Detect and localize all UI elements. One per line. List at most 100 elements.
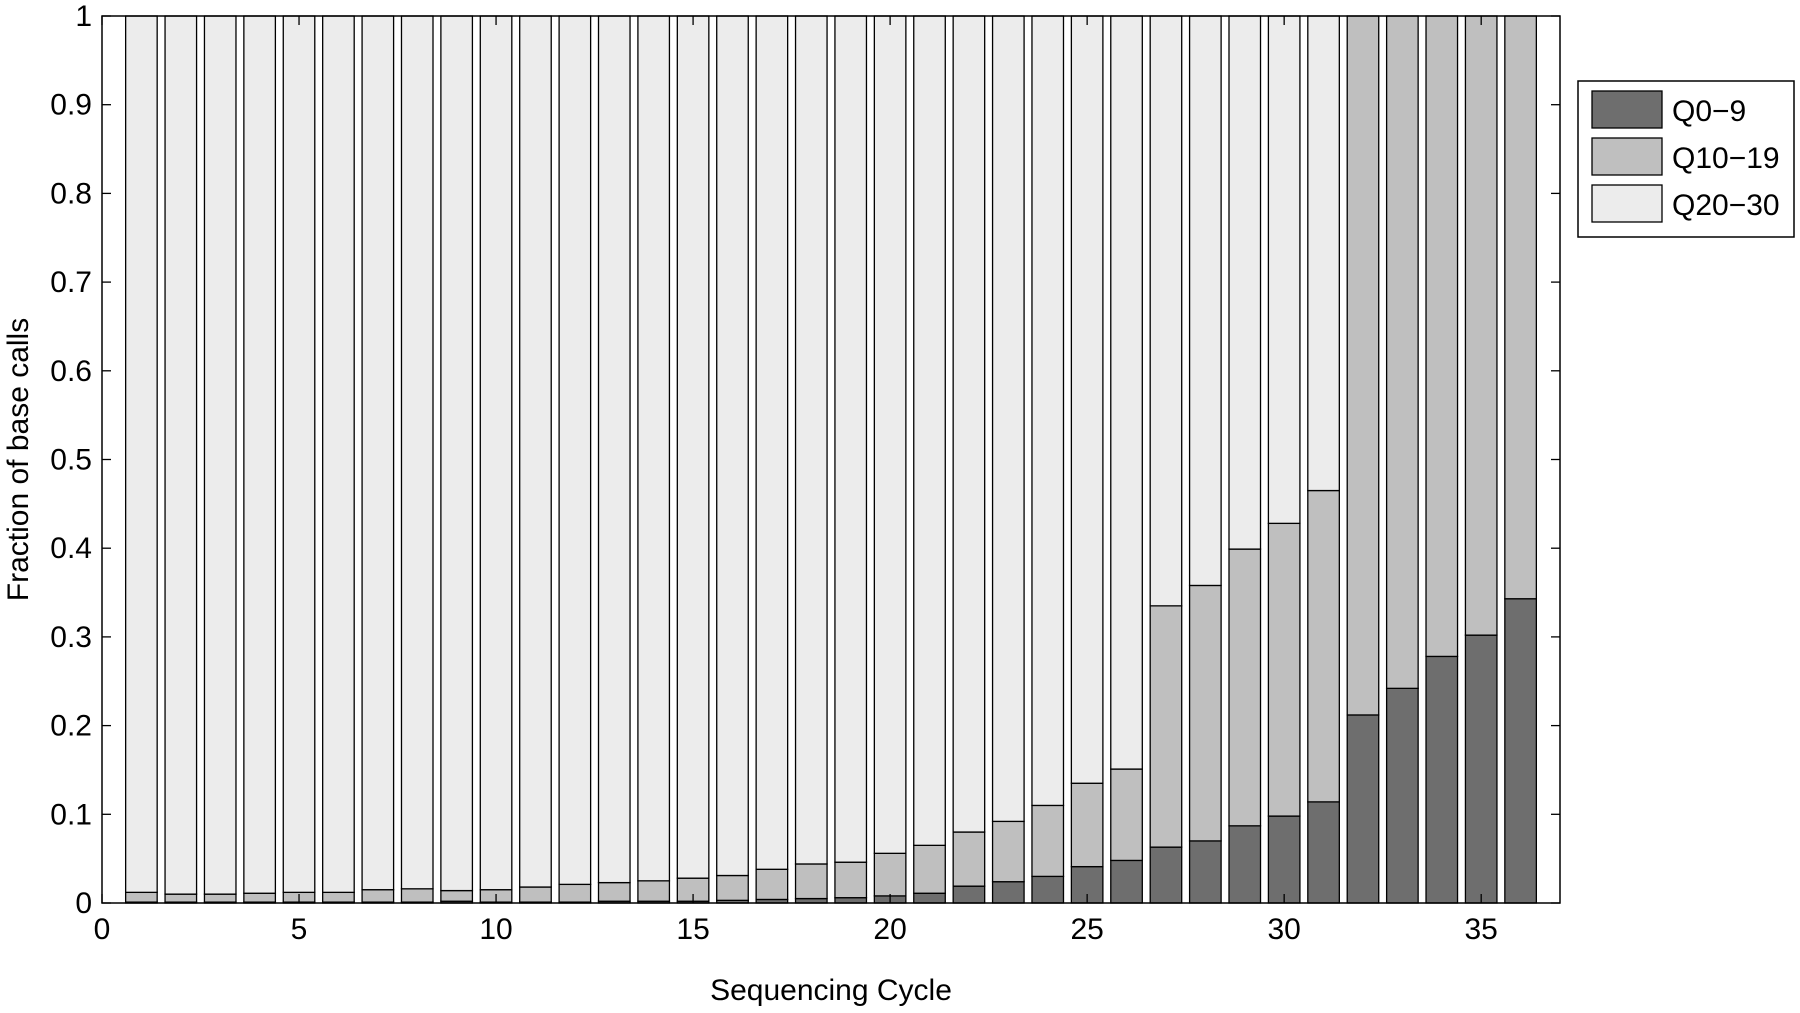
bar-segment-cycle-34-series-0 — [1425, 655, 1459, 904]
bar-segment-cycle-26-series-1 — [1110, 768, 1143, 862]
bar-segment-cycle-2-series-1 — [164, 893, 198, 903]
bar-segment-cycle-28-series-2 — [1188, 15, 1222, 587]
bar-segment-cycle-16-series-2 — [716, 15, 749, 877]
bar-segment-cycle-27-series-1 — [1149, 605, 1183, 848]
bar-segment-cycle-19-series-2 — [834, 15, 868, 863]
legend: Q0−9 Q10−19 Q20−30 — [1577, 80, 1795, 238]
bar-segment-cycle-22-series-1 — [952, 831, 986, 887]
legend-label: Q10−19 — [1672, 142, 1780, 175]
bar-segment-cycle-7-series-1 — [361, 889, 395, 903]
bar-segment-cycle-10-series-2 — [479, 15, 513, 891]
bar-segment-cycle-13-series-1 — [597, 881, 631, 902]
bar-segment-cycle-25-series-1 — [1070, 782, 1104, 868]
y-tick-label: 0 — [75, 887, 92, 920]
bar-segment-cycle-25-series-2 — [1070, 15, 1104, 784]
x-tick-label: 15 — [676, 913, 709, 946]
bar-segment-cycle-24-series-2 — [1031, 15, 1065, 807]
bar-segment-cycle-15-series-2 — [676, 15, 710, 879]
bar-segment-cycle-9-series-2 — [440, 15, 474, 892]
bar-segment-cycle-21-series-1 — [913, 844, 946, 894]
plot-background — [102, 16, 1560, 903]
y-tick-label: 0.7 — [50, 266, 92, 299]
bar-segment-cycle-12-series-1 — [558, 883, 592, 903]
legend-swatch — [1591, 184, 1663, 223]
x-tick-label: 10 — [479, 913, 512, 946]
bar-segment-cycle-28-series-0 — [1188, 840, 1222, 904]
x-tick-label: 35 — [1465, 913, 1498, 946]
bar-segment-cycle-14-series-1 — [637, 880, 671, 902]
x-tick-label: 20 — [873, 913, 906, 946]
bar-segment-cycle-19-series-0 — [834, 897, 868, 904]
bar-segment-cycle-29-series-1 — [1228, 548, 1262, 827]
bar-segment-cycle-26-series-0 — [1110, 859, 1143, 904]
bar-segment-cycle-33-series-0 — [1385, 687, 1419, 904]
bar-segment-cycle-30-series-1 — [1267, 522, 1301, 817]
legend-swatch — [1591, 90, 1663, 129]
bar-segment-cycle-13-series-2 — [597, 15, 631, 884]
bar-segment-cycle-3-series-2 — [203, 15, 237, 895]
bar-segment-cycle-3-series-1 — [203, 893, 237, 903]
x-tick-label: 0 — [94, 913, 111, 946]
bar-segment-cycle-27-series-0 — [1149, 846, 1183, 904]
bar-segment-cycle-28-series-1 — [1188, 584, 1222, 842]
bar-segment-cycle-17-series-1 — [755, 868, 789, 901]
bar-segment-cycle-4-series-1 — [243, 892, 277, 903]
bar-segment-cycle-22-series-0 — [952, 885, 986, 904]
bar-segment-cycle-1-series-1 — [124, 891, 158, 903]
legend-swatch — [1591, 137, 1663, 176]
x-tick-label: 5 — [291, 913, 308, 946]
bar-segment-cycle-30-series-2 — [1267, 15, 1301, 525]
bar-segment-cycle-7-series-2 — [361, 15, 395, 891]
bar-segment-cycle-11-series-1 — [519, 886, 552, 903]
axis-ticks — [101, 15, 1560, 904]
y-tick-label: 0.3 — [50, 621, 92, 654]
bar-segment-cycle-21-series-0 — [913, 892, 946, 904]
bar-segment-cycle-34-series-1 — [1425, 15, 1459, 658]
bar-segment-cycle-36-series-1 — [1504, 15, 1538, 600]
y-tick-label: 0.2 — [50, 710, 92, 743]
bar-segment-cycle-35-series-0 — [1464, 634, 1498, 904]
bar-segment-cycle-2-series-2 — [164, 15, 198, 895]
x-tick-label: 30 — [1267, 913, 1300, 946]
bars — [124, 15, 1538, 904]
axis-tick-labels: 0 5 10 15 20 25 30 35 0 0.1 0.2 0.3 0.4 0.5 0.6 0.7 0.8 0… — [50, 0, 1498, 946]
bar-segment-cycle-31-series-2 — [1307, 15, 1340, 492]
y-tick-label: 0.4 — [50, 532, 92, 565]
bar-segment-cycle-24-series-1 — [1031, 804, 1065, 878]
bar-segment-cycle-18-series-1 — [794, 863, 828, 900]
bar-segment-cycle-24-series-0 — [1031, 875, 1065, 904]
bar-segment-cycle-9-series-1 — [440, 889, 474, 902]
bar-segment-cycle-29-series-2 — [1228, 15, 1262, 550]
y-tick-label: 0.8 — [50, 177, 92, 210]
y-tick-label: 0.5 — [50, 444, 92, 477]
y-axis-label: Fraction of base calls — [2, 318, 35, 601]
x-tick-label: 25 — [1070, 913, 1103, 946]
bar-segment-cycle-23-series-0 — [991, 881, 1025, 904]
bar-segment-cycle-31-series-1 — [1307, 489, 1340, 803]
bar-segment-cycle-35-series-1 — [1464, 15, 1498, 636]
plot-area — [102, 16, 1560, 903]
bar-segment-cycle-21-series-2 — [913, 15, 946, 846]
y-tick-label: 1 — [75, 0, 92, 33]
bar-segment-cycle-11-series-2 — [519, 15, 552, 888]
bar-segment-cycle-30-series-0 — [1267, 815, 1301, 904]
bar-segment-cycle-23-series-1 — [991, 820, 1025, 883]
bar-segment-cycle-12-series-2 — [558, 15, 592, 886]
bar-segment-cycle-17-series-2 — [755, 15, 789, 870]
bar-segment-cycle-18-series-2 — [794, 15, 828, 865]
bar-segment-cycle-20-series-2 — [873, 15, 907, 854]
bar-segment-cycle-19-series-1 — [834, 861, 868, 899]
bar-segment-cycle-1-series-2 — [124, 15, 158, 894]
bar-segment-cycle-14-series-2 — [637, 15, 671, 882]
bar-segment-cycle-23-series-2 — [991, 15, 1025, 823]
bar-segment-cycle-29-series-0 — [1228, 825, 1262, 904]
bar-segment-cycle-26-series-2 — [1110, 15, 1143, 770]
bar-segment-cycle-31-series-0 — [1307, 801, 1340, 904]
bar-segment-cycle-5-series-2 — [282, 15, 316, 894]
legend-label: Q0−9 — [1672, 95, 1746, 128]
bar-segment-cycle-32-series-1 — [1346, 15, 1380, 716]
bar-segment-cycle-20-series-1 — [873, 852, 907, 897]
bar-segment-cycle-33-series-1 — [1385, 15, 1419, 689]
bar-segment-cycle-16-series-1 — [716, 874, 749, 901]
